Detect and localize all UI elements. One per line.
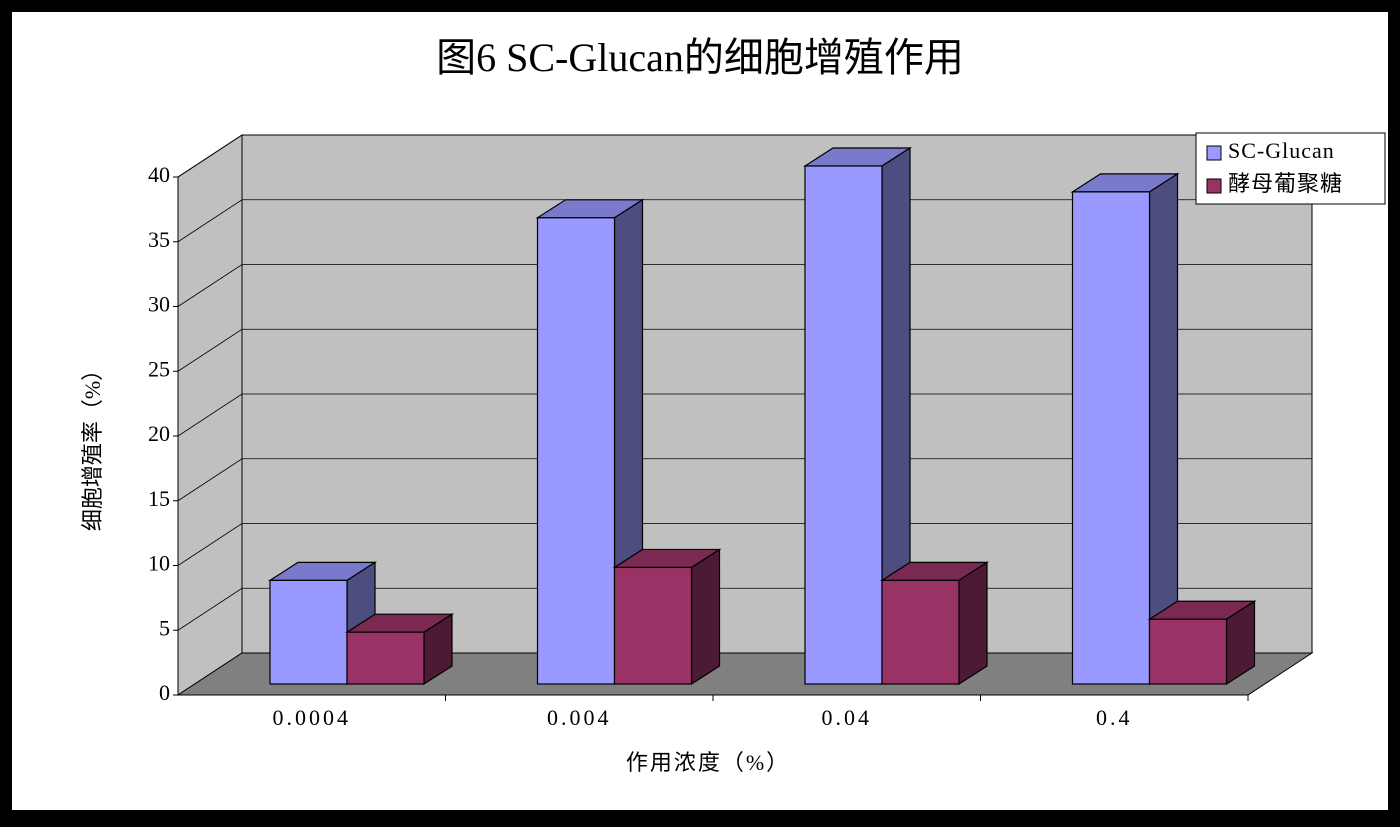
y-tick-label: 30: [148, 292, 170, 317]
grid-line: [177, 134, 1312, 178]
grid-line: [177, 458, 1312, 502]
bar-side: [958, 561, 988, 686]
legend-label: SC-Glucan: [1228, 138, 1335, 163]
x-tick-label: 0.0004: [273, 705, 352, 730]
y-tick-label: 25: [148, 356, 170, 381]
plot: 0 5 10 15 20 25 30 35 40 0.0004 0.004 0.04 0.4: [148, 134, 1314, 730]
x-tick-label: 0.4: [1096, 705, 1133, 730]
y-tick-label: 35: [148, 227, 170, 252]
bar: [802, 146, 913, 686]
legend-swatch: [1206, 178, 1222, 194]
grid-line: [177, 523, 1312, 566]
bar: [344, 613, 455, 686]
bar: [612, 548, 722, 686]
y-tick-label: 10: [148, 551, 170, 576]
grid-line: [177, 264, 1312, 307]
y-tick-label: 5: [159, 615, 170, 640]
bar-front: [1148, 618, 1228, 685]
bar: [1070, 172, 1180, 686]
bar-front: [269, 579, 348, 685]
grid-line: [177, 328, 1312, 372]
bar-side: [690, 548, 721, 686]
bar-front: [1071, 191, 1151, 685]
grid-line: [177, 199, 1312, 243]
bar-front: [346, 631, 425, 685]
y-tick-label: 15: [148, 486, 170, 511]
x-tick-label: 0.004: [547, 705, 612, 730]
x-tick-label: 0.04: [822, 705, 873, 730]
legend: SC-Glucan 酵母葡聚糖: [1195, 132, 1386, 205]
legend-swatch: [1206, 145, 1222, 161]
y-axis-label: 细胞增殖率（%）: [80, 359, 105, 531]
bar-front: [536, 217, 616, 685]
legend-label: 酵母葡聚糖: [1228, 171, 1343, 196]
bar: [879, 561, 990, 686]
bar-front: [804, 165, 883, 685]
y-tick-label: 0: [159, 680, 170, 705]
y-tick-label: 40: [148, 162, 170, 187]
grid-line: [177, 393, 1312, 437]
bar: [1147, 600, 1257, 686]
legend-box: [1195, 132, 1386, 205]
chart-title: 图6 SC-Glucan的细胞增殖作用: [436, 35, 964, 80]
y-tick-label: 20: [148, 421, 170, 446]
bar-front: [881, 579, 960, 685]
x-axis-label: 作用浓度（%）: [626, 750, 790, 775]
bar-front: [613, 566, 693, 685]
